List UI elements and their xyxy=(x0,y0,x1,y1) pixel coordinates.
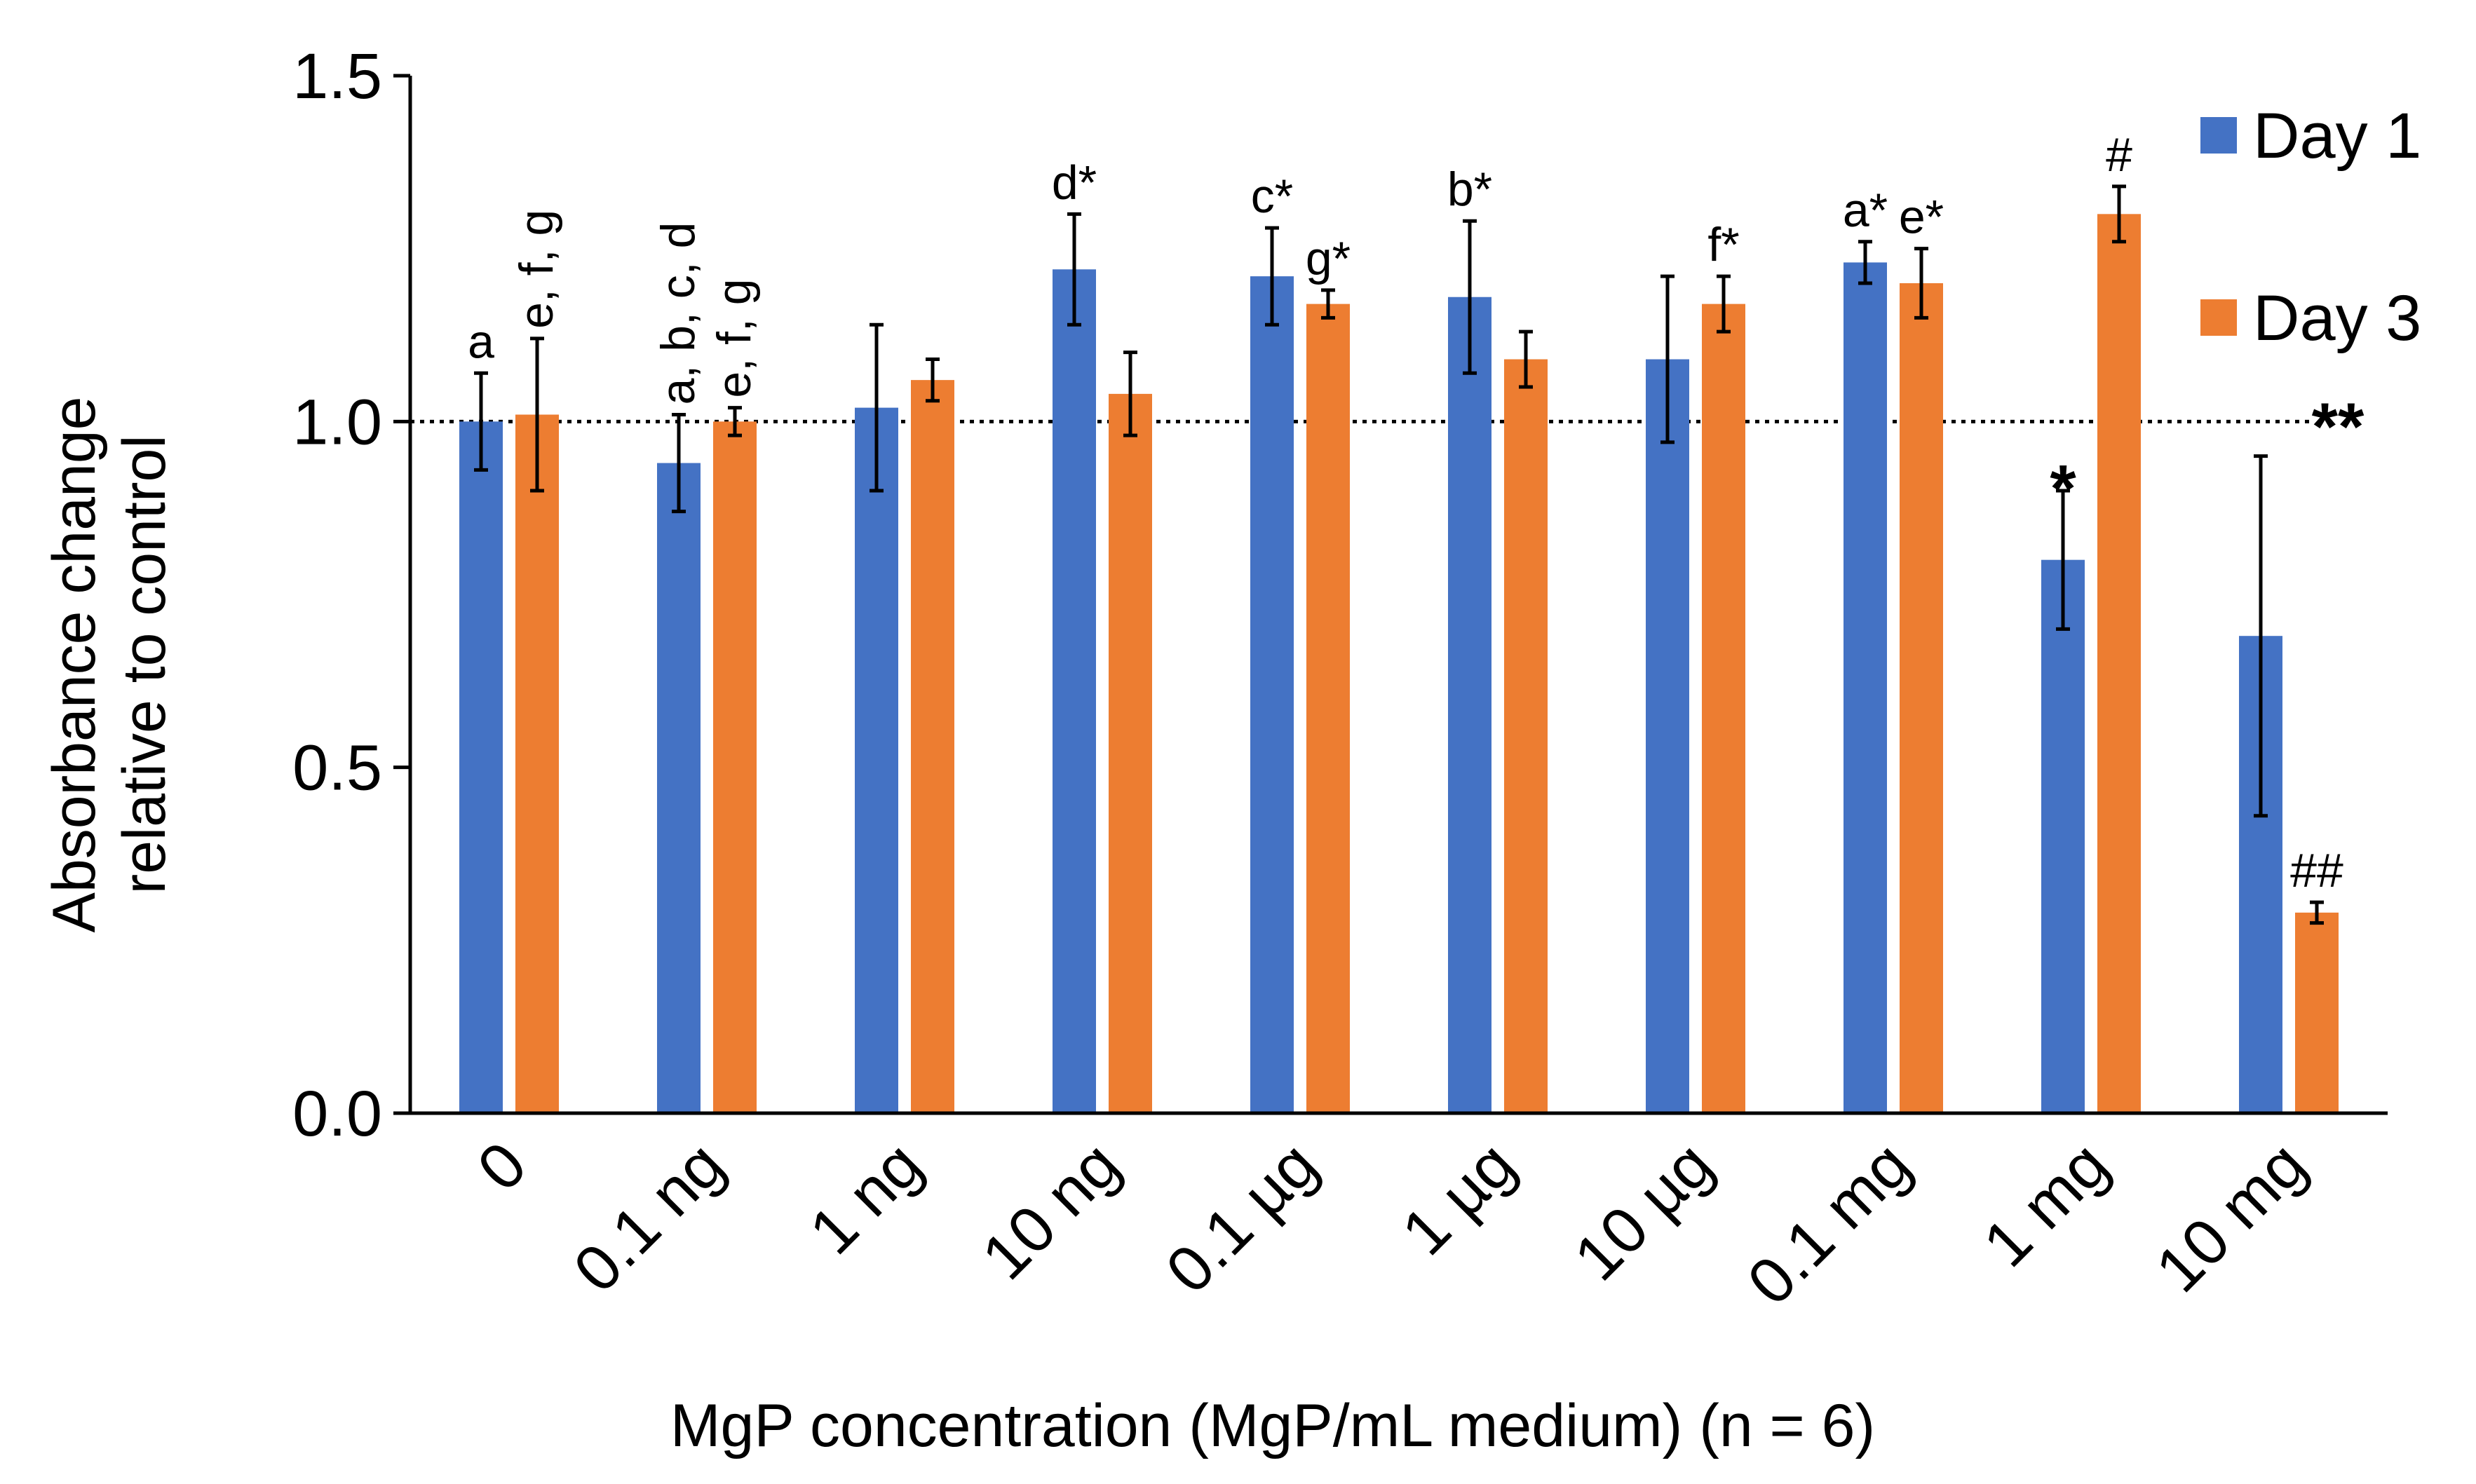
x-tick-label: 1 ng xyxy=(796,1129,935,1268)
y-axis-title-line: relative to control xyxy=(111,435,178,894)
bar-day-1 xyxy=(1250,276,1294,1114)
legend: Day 1 Day 3 xyxy=(2200,100,2421,354)
y-tick-label: 1.0 xyxy=(292,386,382,458)
significance-label: e, f, g xyxy=(510,210,563,329)
x-tick-label: 0 xyxy=(464,1129,540,1204)
bar-day-1 xyxy=(657,463,701,1113)
y-axis-title: Absorbance changerelative to control xyxy=(41,396,178,932)
bar-day-3 xyxy=(1900,283,1943,1113)
significance-label: f* xyxy=(1707,218,1739,271)
y-axis-title-line: Absorbance change xyxy=(41,396,108,932)
plot-area: ae, f, g a, b, c, d e, f, gd* c*g*b*f*a* e**… xyxy=(410,128,2365,1114)
bar-day-3 xyxy=(1702,304,1745,1114)
bar-day-3 xyxy=(2097,214,2141,1113)
x-tick-label: 1 µg xyxy=(1388,1129,1529,1269)
y-tick-label: 0.0 xyxy=(292,1078,382,1150)
bar-day-1 xyxy=(2041,559,2085,1113)
bar-day-1 xyxy=(459,421,503,1113)
x-tick-label: 10 mg xyxy=(2142,1129,2320,1306)
significance-label: e* xyxy=(1899,191,1944,244)
x-tick-label: 0.1 µg xyxy=(1153,1129,1331,1307)
legend-swatch-day-3 xyxy=(2200,299,2237,336)
axes: 0.00.51.01.50 0.1 ng 1 ng 10 ng 0.1 µg 1 µg 10… xyxy=(41,41,2388,1459)
x-tick-label: 0.1 ng xyxy=(560,1129,738,1306)
bar-day-3 xyxy=(1109,393,1152,1113)
significance-label: a, b, c, d xyxy=(651,222,705,405)
bar-day-1 xyxy=(1646,359,1689,1113)
x-axis-title: MgP concentration (MgP/mL medium) (n = 6… xyxy=(670,1392,1875,1459)
significance-label: b* xyxy=(1447,163,1492,216)
bar-day-3 xyxy=(515,414,559,1113)
bar-day-3 xyxy=(911,380,954,1114)
significance-label: ## xyxy=(2290,844,2343,897)
significance-label: g* xyxy=(1306,232,1351,285)
bar-day-1 xyxy=(855,407,898,1113)
bar-day-3 xyxy=(1504,359,1548,1113)
significance-label: e, f, g xyxy=(708,278,761,397)
bar-day-3 xyxy=(1306,304,1350,1114)
legend-label: Day 1 xyxy=(2253,100,2421,172)
bar-day-3 xyxy=(2295,912,2339,1113)
y-tick-label: 1.5 xyxy=(292,41,382,112)
significance-label: c* xyxy=(1251,170,1293,223)
significance-label: a xyxy=(468,315,494,368)
bar-day-3 xyxy=(713,421,757,1113)
x-tick-label: 10 µg xyxy=(1561,1129,1726,1294)
bar-day-1 xyxy=(1448,297,1491,1113)
y-tick-label: 0.5 xyxy=(292,733,382,804)
significance-label: # xyxy=(2106,128,2132,182)
x-tick-label: 0.1 mg xyxy=(1734,1129,1924,1319)
x-tick-label: 1 mg xyxy=(1970,1129,2122,1281)
legend-swatch-day-1 xyxy=(2200,117,2237,154)
significance-label: d* xyxy=(1052,156,1097,209)
significance-label: ** xyxy=(2312,389,2365,464)
bar-day-1 xyxy=(1844,262,1887,1113)
legend-label: Day 3 xyxy=(2253,282,2421,354)
bar-day-1 xyxy=(1053,269,1096,1114)
significance-label: * xyxy=(2050,451,2076,526)
significance-label: a* xyxy=(1843,184,1888,237)
x-tick-label: 10 ng xyxy=(968,1129,1133,1293)
